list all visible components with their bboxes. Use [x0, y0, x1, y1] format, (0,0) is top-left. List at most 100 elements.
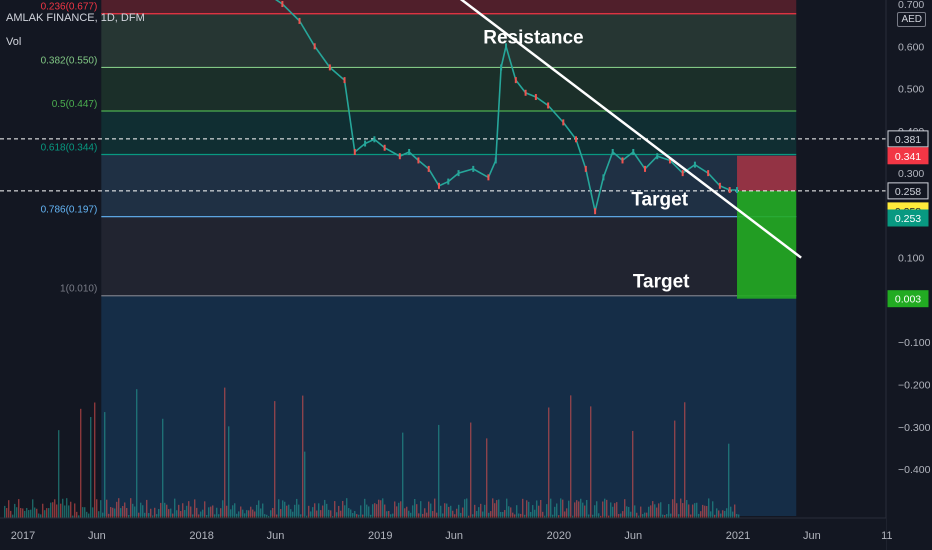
volume-bar	[44, 510, 46, 518]
volume-bar	[434, 498, 436, 518]
price-point	[447, 178, 450, 185]
volume-bar	[162, 418, 164, 518]
volume-bar	[488, 512, 490, 518]
volume-bar	[134, 506, 136, 518]
volume-bar	[22, 508, 24, 518]
x-tick-label: Jun	[803, 530, 821, 542]
volume-bar	[116, 501, 118, 518]
volume-bar	[578, 501, 580, 518]
price-point	[693, 161, 696, 168]
volume-bar	[510, 507, 512, 518]
volume-bar	[84, 507, 86, 518]
volume-bar	[622, 511, 624, 518]
target-zone	[737, 190, 797, 299]
volume-bar	[696, 502, 698, 518]
price-label: 0.258	[895, 186, 921, 198]
volume-bar	[600, 515, 602, 518]
volume-bar	[62, 498, 64, 518]
volume-bar	[410, 512, 412, 518]
volume-bar	[506, 498, 508, 518]
price-point	[736, 187, 739, 194]
volume-bar	[428, 501, 430, 518]
volume-bar	[496, 500, 498, 518]
volume-bar	[534, 509, 536, 518]
volume-bar	[334, 501, 336, 518]
volume-bar	[522, 498, 524, 518]
volume-bar	[166, 504, 168, 518]
volume-bar	[128, 515, 130, 518]
volume-bar	[38, 513, 40, 518]
volume-bar	[14, 503, 16, 518]
volume-bar	[126, 508, 128, 518]
volume-bar	[500, 511, 502, 518]
volume-bar	[56, 504, 58, 518]
volume-bar	[298, 504, 300, 518]
volume-bar	[178, 504, 180, 518]
volume-bar	[650, 505, 652, 518]
volume-bar	[406, 506, 408, 518]
volume-bar	[456, 508, 458, 518]
volume-bar	[692, 504, 694, 518]
volume-bar	[710, 511, 712, 518]
x-tick-label: 2018	[189, 530, 213, 542]
volume-bar	[80, 408, 82, 518]
volume-bar	[352, 513, 354, 518]
volume-bar	[714, 514, 716, 518]
volume-bar	[226, 505, 228, 518]
volume-bar	[240, 506, 242, 518]
volume-bar	[508, 506, 510, 518]
volume-bar	[526, 500, 528, 518]
volume-bar	[248, 510, 250, 518]
volume-bar	[556, 503, 558, 518]
volume-bar	[368, 506, 370, 518]
volume-bar	[644, 512, 646, 518]
y-tick-label: 0.100	[898, 253, 924, 265]
volume-bar	[360, 505, 362, 518]
volume-bar	[114, 508, 116, 518]
volume-bar	[40, 514, 42, 518]
volume-bar	[660, 502, 662, 518]
volume-bar	[150, 508, 152, 518]
volume-bar	[32, 499, 34, 518]
volume-bar	[408, 510, 410, 518]
price-point	[611, 148, 614, 155]
volume-bar	[586, 499, 588, 518]
price-point	[417, 157, 420, 164]
volume-bar	[372, 504, 374, 518]
y-tick-label: 0.500	[898, 84, 924, 96]
price-label-box	[887, 209, 929, 227]
volume-bar	[326, 503, 328, 518]
price-point	[584, 165, 587, 172]
volume-bar	[142, 505, 144, 518]
volume-bar	[658, 503, 660, 518]
price-point	[575, 136, 578, 143]
volume-bar	[532, 505, 534, 518]
volume-bar	[232, 505, 234, 518]
fib-zone-extension	[101, 295, 797, 516]
currency-badge[interactable]: AED	[897, 12, 926, 27]
volume-bar	[176, 510, 178, 518]
price-point	[668, 157, 671, 164]
fib-zone	[101, 154, 797, 217]
volume-bar	[148, 513, 150, 518]
volume-bar	[190, 506, 192, 518]
volume-bar	[676, 503, 678, 518]
volume-bar	[146, 499, 148, 518]
volume-bar	[636, 512, 638, 518]
volume-bar	[42, 503, 44, 518]
volume-bar	[736, 513, 738, 518]
volume-bar	[396, 506, 398, 518]
price-point	[681, 170, 684, 177]
volume-bar	[218, 514, 220, 518]
volume-bar	[288, 504, 290, 518]
chart-annotation: Resistance	[483, 27, 583, 48]
volume-bar	[194, 499, 196, 518]
volume-bar	[414, 498, 416, 518]
volume-bar	[394, 501, 396, 518]
volume-bar	[294, 504, 296, 518]
volume-bar	[588, 514, 590, 518]
volume-bar	[224, 387, 226, 518]
volume-bar	[154, 507, 156, 518]
volume-bar	[10, 510, 12, 518]
